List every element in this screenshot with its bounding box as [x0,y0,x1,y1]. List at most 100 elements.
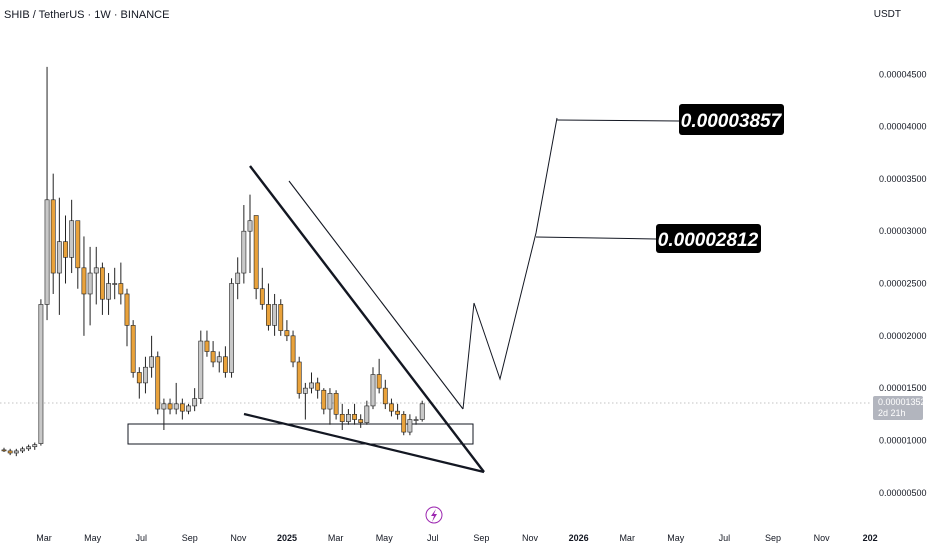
candle[interactable] [247,194,253,274]
candle[interactable] [198,330,204,404]
bear-candle-body [210,351,216,363]
candle[interactable] [370,367,376,410]
x-tick-label: Jul [135,533,147,543]
candle[interactable] [364,400,370,425]
candle[interactable] [26,444,31,451]
projection-path[interactable] [462,117,558,410]
x-tick-label: May [667,533,685,543]
bull-candle-body [143,366,148,384]
bull-candle-body [69,220,75,258]
bear-candle-body [259,288,265,305]
candle[interactable] [327,388,333,425]
bull-candle-body [161,403,167,410]
candle[interactable] [13,448,19,457]
candle[interactable] [210,341,216,368]
candle[interactable] [382,379,388,410]
candle[interactable] [192,388,198,412]
candle[interactable] [81,236,87,336]
bear-candle-body [358,419,364,423]
candle[interactable] [155,351,161,415]
bear-candle-body [136,372,142,384]
candle[interactable] [136,367,142,399]
candle[interactable] [75,220,81,289]
candle[interactable] [130,320,136,378]
target-label-low[interactable]: 0.00002812 [656,224,761,253]
candle[interactable] [216,351,222,373]
candle[interactable] [56,197,62,315]
candle[interactable] [259,267,265,310]
candle[interactable] [38,299,44,446]
candle[interactable] [87,246,93,326]
bull-candle-body [407,419,413,433]
candle[interactable] [63,215,68,284]
target-label-high[interactable]: 0.00003857 [679,104,784,135]
triangle-lower-line[interactable] [243,412,485,474]
candle[interactable] [161,398,167,430]
bear-candle-body [63,241,68,258]
candle[interactable] [235,257,241,300]
candle[interactable] [173,382,179,415]
candle[interactable] [253,215,259,300]
candle[interactable] [302,382,308,420]
candle[interactable] [290,330,296,368]
candle[interactable] [266,283,271,331]
candle[interactable] [395,403,400,420]
candle[interactable] [7,448,13,456]
candle[interactable] [358,414,364,428]
candle[interactable] [339,403,345,430]
candle[interactable] [272,293,277,336]
candle[interactable] [278,299,284,336]
candle[interactable] [223,346,228,378]
candle[interactable] [389,398,394,417]
candle[interactable] [376,358,382,394]
x-tick-label: Jul [427,533,439,543]
candle[interactable] [167,398,173,415]
candle[interactable] [186,403,191,415]
candle[interactable] [284,320,290,342]
candle[interactable] [143,356,148,394]
target-line-high[interactable] [556,119,680,122]
candle[interactable] [345,409,351,425]
candle[interactable] [352,403,357,425]
y-tick-label: 0.00001500 [879,383,927,393]
candle[interactable] [1,447,7,452]
lightning-icon[interactable] [425,506,443,524]
candle[interactable] [229,278,234,378]
x-tick-label: May [84,533,102,543]
parallel-channel-line[interactable] [288,180,464,410]
candle[interactable] [413,416,419,425]
candle[interactable] [93,246,99,305]
candle[interactable] [179,398,185,420]
candle[interactable] [100,262,105,315]
support-zone-box[interactable] [127,423,474,445]
candle[interactable] [112,267,118,300]
price-currency-label: USDT [873,9,901,20]
bear-candle-body [81,267,87,295]
candle[interactable] [149,335,154,378]
bull-candle-body [309,382,314,389]
candle[interactable] [241,205,247,284]
candle[interactable] [118,262,124,305]
candle[interactable] [315,377,321,399]
candle[interactable] [419,400,425,422]
candle[interactable] [20,446,25,454]
candle[interactable] [69,199,75,274]
candle[interactable] [106,273,111,315]
candle[interactable] [50,173,56,294]
candle[interactable] [401,411,407,436]
y-tick-label: 0.00002500 [879,279,927,289]
triangle-upper-line[interactable] [249,165,485,473]
candle[interactable] [204,330,210,357]
bear-candle-body [278,304,284,331]
bear-candle-body [339,413,345,422]
candle[interactable] [124,288,130,347]
candle[interactable] [333,390,339,420]
candle[interactable] [44,66,50,321]
candle[interactable] [321,388,327,415]
candle[interactable] [32,442,38,450]
candle[interactable] [309,372,314,394]
target-line-low[interactable] [535,236,657,240]
candle[interactable] [407,414,413,436]
candle[interactable] [296,356,302,399]
